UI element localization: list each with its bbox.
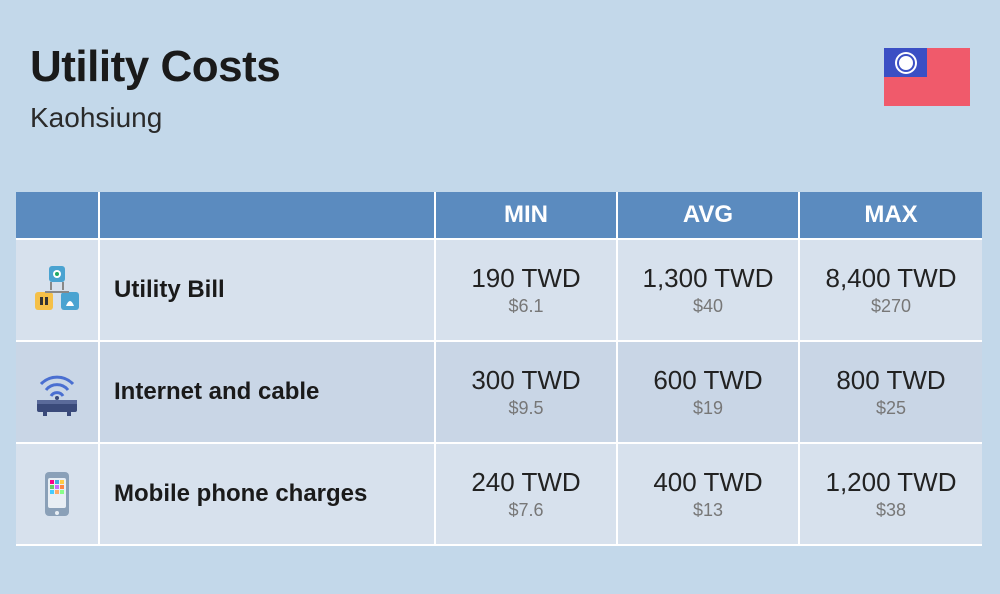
- row-icon: [16, 444, 100, 546]
- header: Utility Costs Kaohsiung: [0, 0, 1000, 134]
- val-usd: $40: [693, 296, 723, 317]
- row-label: Utility Bill: [114, 276, 225, 304]
- cell-max: 800 TWD $25: [800, 342, 982, 444]
- row-label-cell: Utility Bill: [100, 240, 436, 342]
- row-icon: [16, 240, 100, 342]
- val-local: 800 TWD: [836, 365, 945, 396]
- val-local: 240 TWD: [471, 467, 580, 498]
- val-local: 8,400 TWD: [825, 263, 956, 294]
- val-local: 1,200 TWD: [825, 467, 956, 498]
- internet-cable-icon: [29, 364, 85, 420]
- cell-max: 1,200 TWD $38: [800, 444, 982, 546]
- cell-avg: 400 TWD $13: [618, 444, 800, 546]
- val-local: 600 TWD: [653, 365, 762, 396]
- val-usd: $13: [693, 500, 723, 521]
- utility-costs-table: MIN AVG MAX Utility Bill: [16, 192, 984, 546]
- val-usd: $19: [693, 398, 723, 419]
- cell-min: 240 TWD $7.6: [436, 444, 618, 546]
- cell-avg: 1,300 TWD $40: [618, 240, 800, 342]
- table-row: Internet and cable 300 TWD $9.5 600 TWD …: [16, 342, 984, 444]
- col-header-min: MIN: [436, 192, 618, 240]
- val-local: 190 TWD: [471, 263, 580, 294]
- val-usd: $9.5: [508, 398, 543, 419]
- val-local: 1,300 TWD: [642, 263, 773, 294]
- val-usd: $38: [876, 500, 906, 521]
- row-label-cell: Mobile phone charges: [100, 444, 436, 546]
- table-row: Mobile phone charges 240 TWD $7.6 400 TW…: [16, 444, 984, 546]
- val-local: 400 TWD: [653, 467, 762, 498]
- utility-bill-icon: [29, 262, 85, 318]
- col-header-avg: AVG: [618, 192, 800, 240]
- title-block: Utility Costs Kaohsiung: [30, 42, 280, 134]
- cell-avg: 600 TWD $19: [618, 342, 800, 444]
- col-header-blank-2: [100, 192, 436, 240]
- col-header-blank-1: [16, 192, 100, 240]
- table-header-row: MIN AVG MAX: [16, 192, 984, 240]
- cell-min: 300 TWD $9.5: [436, 342, 618, 444]
- page-subtitle: Kaohsiung: [30, 102, 280, 134]
- val-usd: $270: [871, 296, 911, 317]
- cell-max: 8,400 TWD $270: [800, 240, 982, 342]
- mobile-phone-icon: [29, 466, 85, 522]
- cell-min: 190 TWD $6.1: [436, 240, 618, 342]
- col-header-max: MAX: [800, 192, 982, 240]
- val-usd: $6.1: [508, 296, 543, 317]
- row-label-cell: Internet and cable: [100, 342, 436, 444]
- page-title: Utility Costs: [30, 42, 280, 92]
- table-row: Utility Bill 190 TWD $6.1 1,300 TWD $40 …: [16, 240, 984, 342]
- val-local: 300 TWD: [471, 365, 580, 396]
- row-label: Mobile phone charges: [114, 480, 367, 508]
- val-usd: $7.6: [508, 500, 543, 521]
- val-usd: $25: [876, 398, 906, 419]
- taiwan-flag-icon: [884, 48, 970, 106]
- row-label: Internet and cable: [114, 378, 319, 406]
- row-icon: [16, 342, 100, 444]
